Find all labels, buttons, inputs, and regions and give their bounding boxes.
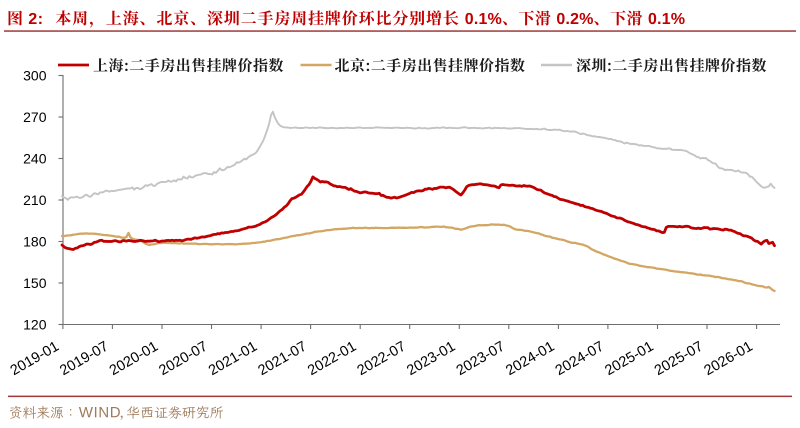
svg-text:210: 210 [23,192,47,208]
svg-text:120: 120 [23,317,47,333]
svg-text:180: 180 [23,234,47,250]
svg-text:150: 150 [23,275,47,291]
svg-text:270: 270 [23,109,47,125]
svg-text:240: 240 [23,151,47,167]
svg-text:300: 300 [23,68,47,84]
